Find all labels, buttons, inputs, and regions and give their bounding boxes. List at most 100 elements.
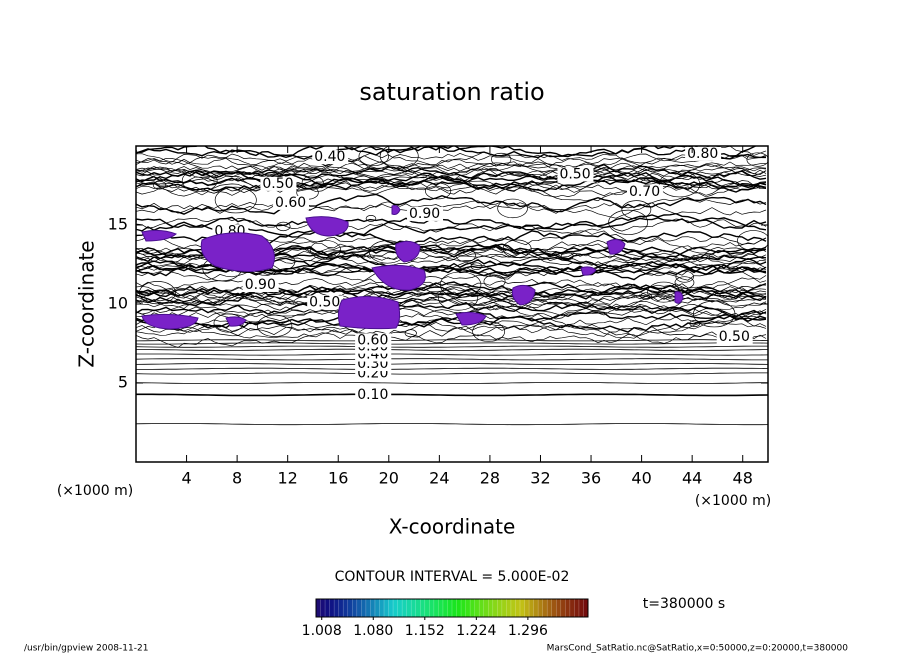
contour-label: 0.50 (719, 329, 750, 345)
colorbar-step (556, 599, 562, 617)
y-tick-label: 10 (108, 294, 128, 313)
x-axis-label: X-coordinate (389, 515, 516, 539)
colorbar-step (397, 599, 403, 617)
contour-line (136, 367, 768, 370)
contour-label-bg (312, 150, 349, 165)
contour-interval: CONTOUR INTERVAL = 5.000E-02 (335, 569, 570, 585)
contour-texture (560, 252, 574, 261)
contour-label-bg (685, 146, 722, 161)
contour-texture (621, 200, 652, 220)
footer-right: MarsCond_SatRatio.nc@SatRatio,x=0:50000,… (547, 644, 849, 654)
colorbar-step (347, 599, 353, 617)
colorbar-step (465, 599, 471, 617)
contour-label-bg (557, 167, 594, 182)
contour-texture (693, 300, 736, 328)
contour-line (136, 345, 768, 348)
contour-label: 0.60 (275, 195, 306, 211)
contour-texture (136, 163, 767, 180)
contour-line (136, 358, 768, 361)
colorbar-step (320, 599, 326, 617)
x-unit-left: (×1000 m) (57, 483, 133, 499)
x-tick-label: 4 (181, 469, 191, 488)
contour-texture (214, 186, 257, 214)
contour-label-bg (355, 333, 392, 348)
colorbar-step (479, 599, 485, 617)
colorbar-step (438, 599, 444, 617)
colorbar-step (483, 599, 489, 617)
footer-left: /usr/bin/gpview 2008-11-21 (24, 644, 148, 654)
colorbar-step (402, 599, 408, 617)
contour-texture (136, 286, 767, 307)
colorbar-step (415, 599, 421, 617)
supersaturation-regions (141, 205, 684, 330)
contour-texture (136, 304, 767, 319)
colorbar-step (501, 599, 507, 617)
contour-label: 0.90 (409, 206, 440, 222)
colorbar-step (393, 599, 399, 617)
colorbar-tick-label: 1.224 (456, 623, 496, 639)
contour-texture (257, 314, 293, 337)
contour-texture (136, 176, 767, 192)
colorbar-step (569, 599, 575, 617)
colorbar-step (461, 599, 467, 617)
colorbar-step (365, 599, 371, 617)
colorbar-step (474, 599, 480, 617)
colorbar-step (574, 599, 580, 617)
contour-label-bg (307, 295, 344, 310)
contour-texture (136, 153, 767, 172)
contour-texture (181, 169, 218, 193)
contour-texture (658, 171, 701, 198)
x-tick-label: 48 (733, 469, 753, 488)
x-tick-label: 44 (682, 469, 702, 488)
contour-texture (139, 281, 176, 305)
colorbar-step (565, 599, 571, 617)
contour-texture (136, 281, 767, 296)
colorbar-step (470, 599, 476, 617)
contour-texture (379, 146, 419, 169)
colorbar-step (524, 599, 530, 617)
x-tick-label: 28 (480, 469, 500, 488)
contour-texture (136, 200, 767, 219)
contour-texture (439, 271, 482, 298)
contour-line (136, 353, 768, 356)
contour-texture (365, 215, 377, 222)
colorbar-step (533, 599, 539, 617)
contour-texture (483, 274, 506, 289)
contour-texture (490, 152, 512, 166)
contour-label-bg (260, 176, 297, 191)
contour-texture (152, 180, 167, 190)
contour-texture (136, 318, 767, 341)
contour-texture (136, 212, 767, 230)
colorbar-step (370, 599, 376, 617)
colorbar-step (352, 599, 358, 617)
contour-texture (472, 321, 506, 342)
colorbar-step (384, 599, 390, 617)
x-tick-label: 8 (232, 469, 242, 488)
contour-texture (136, 174, 767, 191)
colorbar-step (542, 599, 548, 617)
contour-label: 0.40 (314, 149, 345, 165)
x-tick-label: 16 (328, 469, 348, 488)
contour-field: 0.100.200.300.400.500.600.400.500.600.50… (136, 146, 768, 426)
colorbar-step (551, 599, 557, 617)
contour-texture (136, 146, 767, 159)
x-tick-label: 24 (429, 469, 449, 488)
x-tick-label: 20 (379, 469, 399, 488)
contour-label: 0.90 (245, 277, 276, 293)
contour-line (136, 342, 768, 345)
x-tick-label: 36 (581, 469, 601, 488)
y-axis-label: Z-coordinate (75, 240, 99, 367)
colorbar-step (510, 599, 516, 617)
contour-label: 0.70 (629, 184, 660, 200)
contour-label-bg (273, 195, 310, 210)
contour-texture (675, 270, 694, 283)
colorbar-step (356, 599, 362, 617)
contour-texture (136, 324, 767, 342)
colorbar-tick-label: 1.152 (405, 623, 445, 639)
colorbar-tick-label: 1.080 (353, 623, 393, 639)
chart-title: saturation ratio (359, 78, 544, 106)
colorbar-step (424, 599, 430, 617)
colorbar-step (547, 599, 553, 617)
contour-texture (438, 285, 479, 311)
x-unit-right: (×1000 m) (695, 493, 771, 509)
